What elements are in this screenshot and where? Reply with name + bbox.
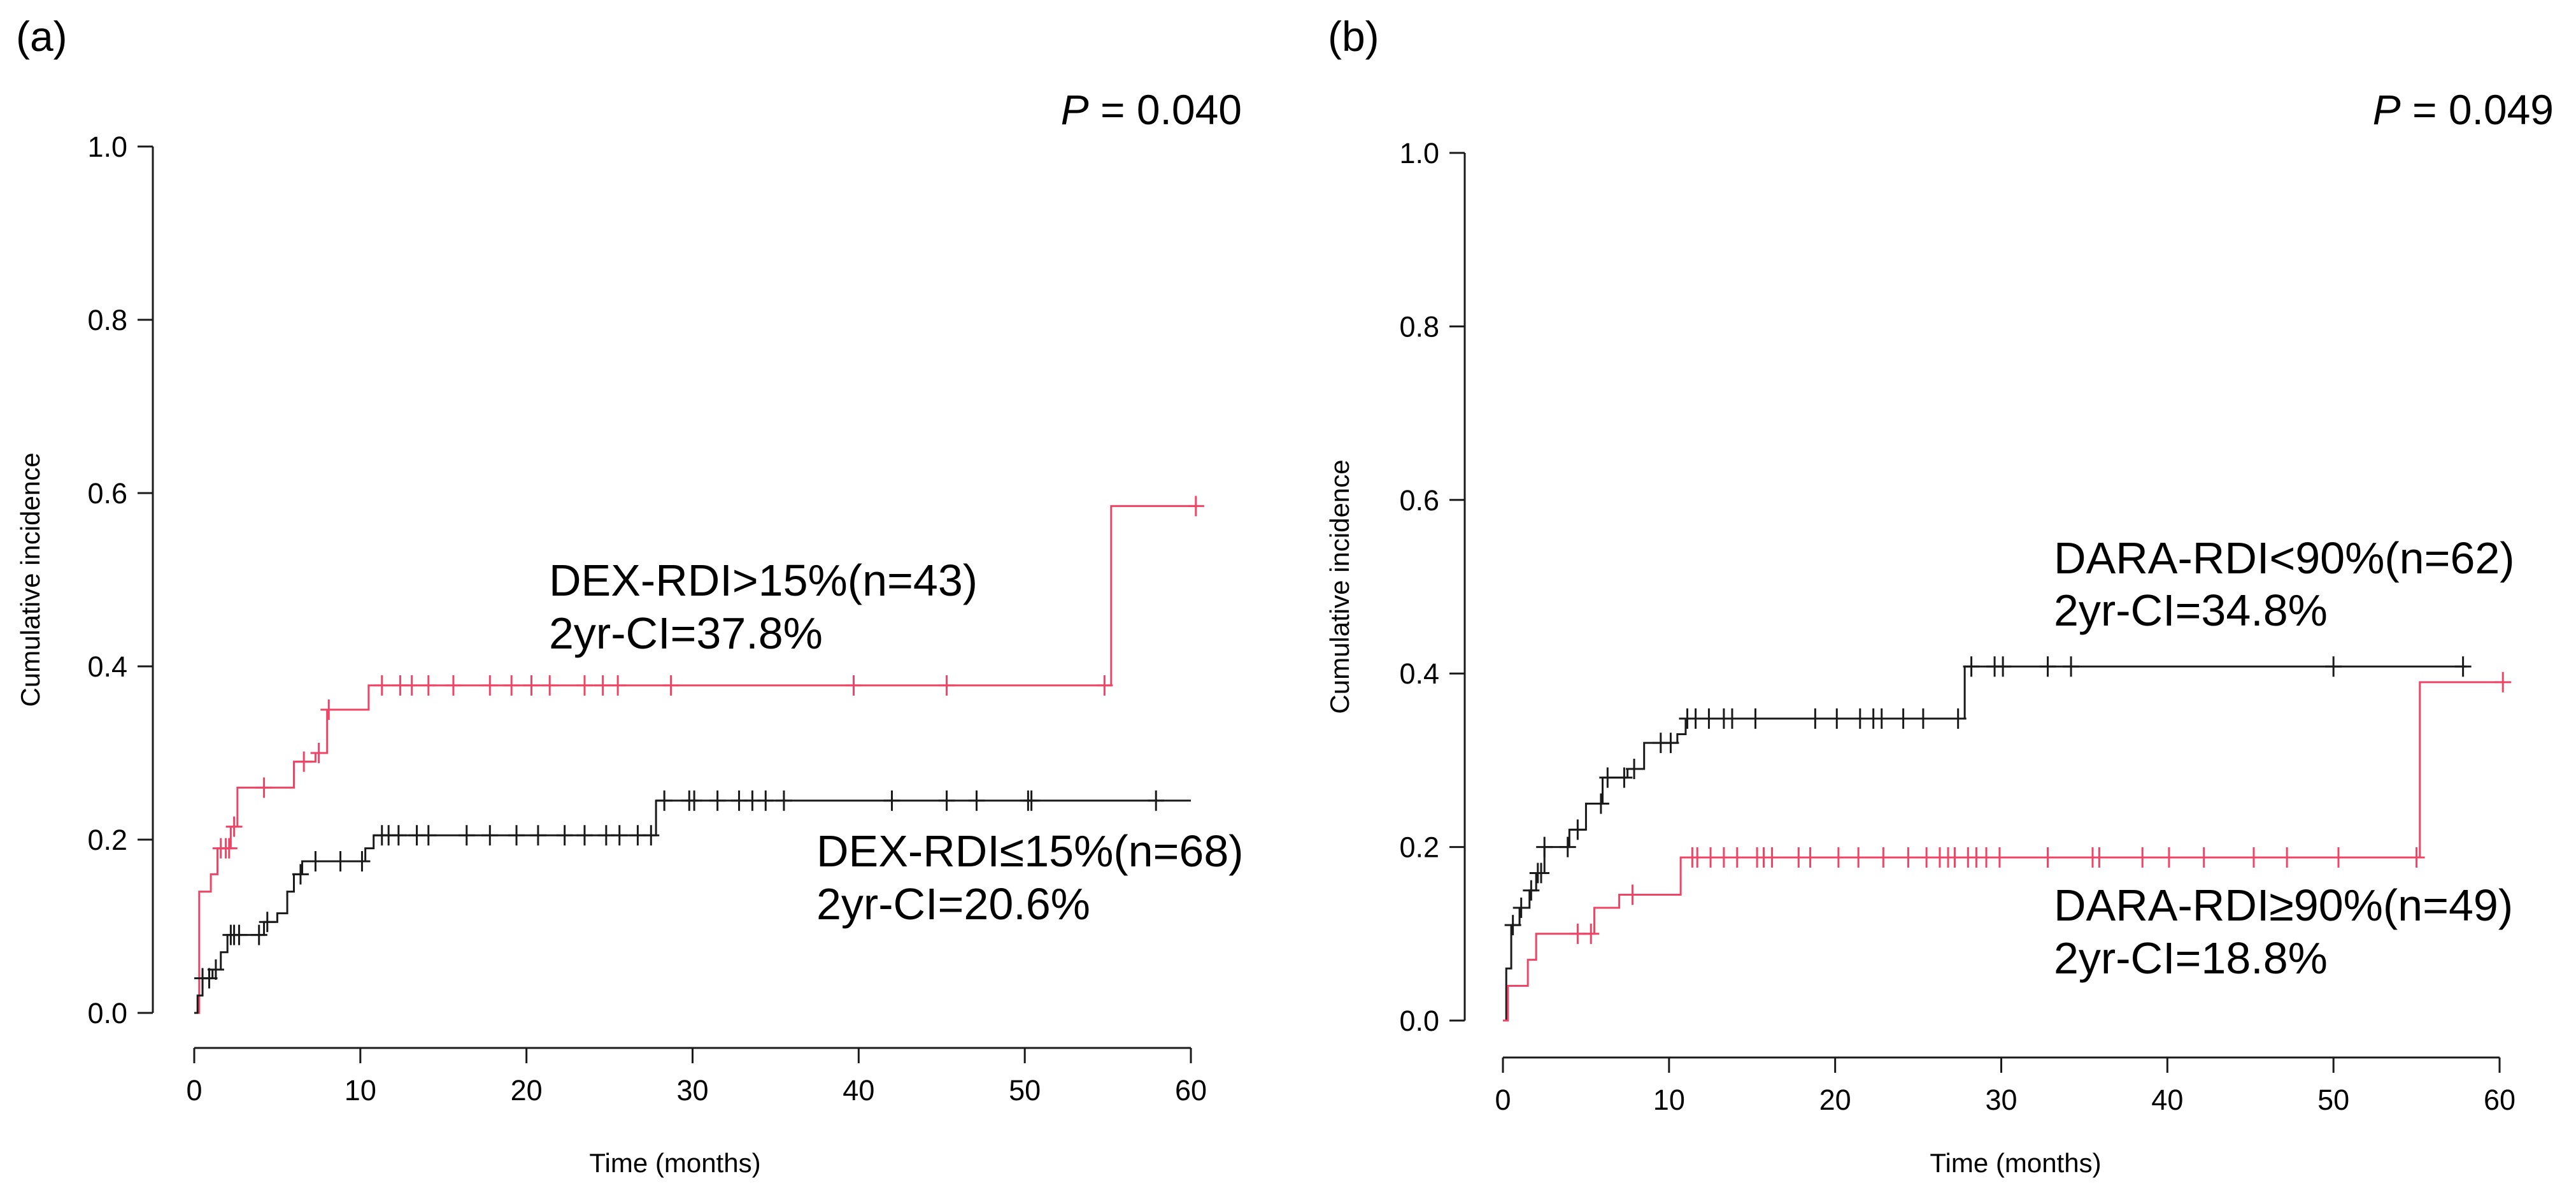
p-value-symbol: P — [1061, 86, 1089, 133]
panel-b: (b) P = 0.049 0.0 0.2 0.4 0.6 0.8 1.0 Cumulative… — [1325, 13, 2554, 1178]
p-value-symbol: P — [2373, 86, 2401, 133]
series-label-dara-rdi-90: 2yr-CI=34.8% — [2054, 585, 2328, 635]
x-tick-label: 30 — [676, 1074, 708, 1107]
series-line-dara-rdi-90 — [1503, 665, 2466, 1022]
x-tick-label: 50 — [1009, 1074, 1041, 1107]
y-tick-label: 0.2 — [87, 824, 127, 856]
y-tick-label: 0.4 — [1399, 657, 1439, 690]
series-label-dara-rdi-90: 2yr-CI=18.8% — [2054, 933, 2328, 983]
x-tick-label: 20 — [511, 1074, 543, 1107]
x-tick-label: 30 — [1985, 1084, 2017, 1116]
y-tick-label: 0.4 — [87, 650, 127, 683]
x-tick-label: 20 — [1819, 1084, 1851, 1116]
x-axis-label: Time (months) — [589, 1148, 760, 1178]
y-tick-label: 0.8 — [87, 304, 127, 336]
series-line-dara-rdi-90 — [1503, 681, 2503, 1022]
y-tick-label: 0.0 — [1399, 1005, 1439, 1037]
x-tick-label: 10 — [345, 1074, 376, 1107]
x-tick-label: 40 — [2151, 1084, 2183, 1116]
x-tick-label: 60 — [2484, 1084, 2516, 1116]
p-value-text: P = 0.040 — [1061, 86, 1242, 133]
y-tick-label: 0.6 — [1399, 484, 1439, 517]
x-tick-label: 40 — [843, 1074, 874, 1107]
series-label-dex-rdi-15: 2yr-CI=37.8% — [549, 608, 823, 658]
series-label-dara-rdi-90: DARA-RDI≥90%(n=49) — [2054, 880, 2513, 930]
p-value-number: = 0.049 — [2401, 86, 2554, 133]
panel-label: (b) — [1328, 13, 1379, 60]
series-line-dex-rdi-15 — [194, 505, 1196, 1014]
series-label-dex-rdi-15: DEX-RDI>15%(n=43) — [549, 556, 978, 605]
y-tick-label: 0.0 — [87, 997, 127, 1029]
y-tick-label: 1.0 — [1399, 137, 1439, 169]
y-tick-label: 1.0 — [87, 131, 127, 163]
series-label-dara-rdi-90: DARA-RDI<90%(n=62) — [2054, 533, 2515, 583]
x-tick-label: 50 — [2317, 1084, 2349, 1116]
series-label-dex-rdi-15: 2yr-CI=20.6% — [816, 879, 1090, 929]
x-axis-label: Time (months) — [1930, 1148, 2101, 1178]
y-tick-label: 0.2 — [1399, 831, 1439, 864]
y-tick-label: 0.6 — [87, 477, 127, 510]
x-tick-label: 0 — [1495, 1084, 1511, 1116]
y-tick-label: 0.8 — [1399, 310, 1439, 343]
x-tick-label: 10 — [1653, 1084, 1685, 1116]
series-label-dex-rdi-15: DEX-RDI≤15%(n=68) — [816, 826, 1244, 876]
panel-a: (a) P = 0.040 0.0 0.2 0.4 0.6 0.8 1.0 Cumulative… — [15, 13, 1244, 1178]
panel-label: (a) — [16, 13, 68, 60]
x-tick-label: 0 — [186, 1074, 202, 1107]
y-axis-label: Cumulative incidence — [15, 452, 45, 706]
p-value-number: = 0.040 — [1089, 86, 1242, 133]
y-axis-label: Cumulative incidence — [1325, 459, 1355, 713]
x-tick-label: 60 — [1175, 1074, 1207, 1107]
p-value-text: P = 0.049 — [2373, 86, 2554, 133]
